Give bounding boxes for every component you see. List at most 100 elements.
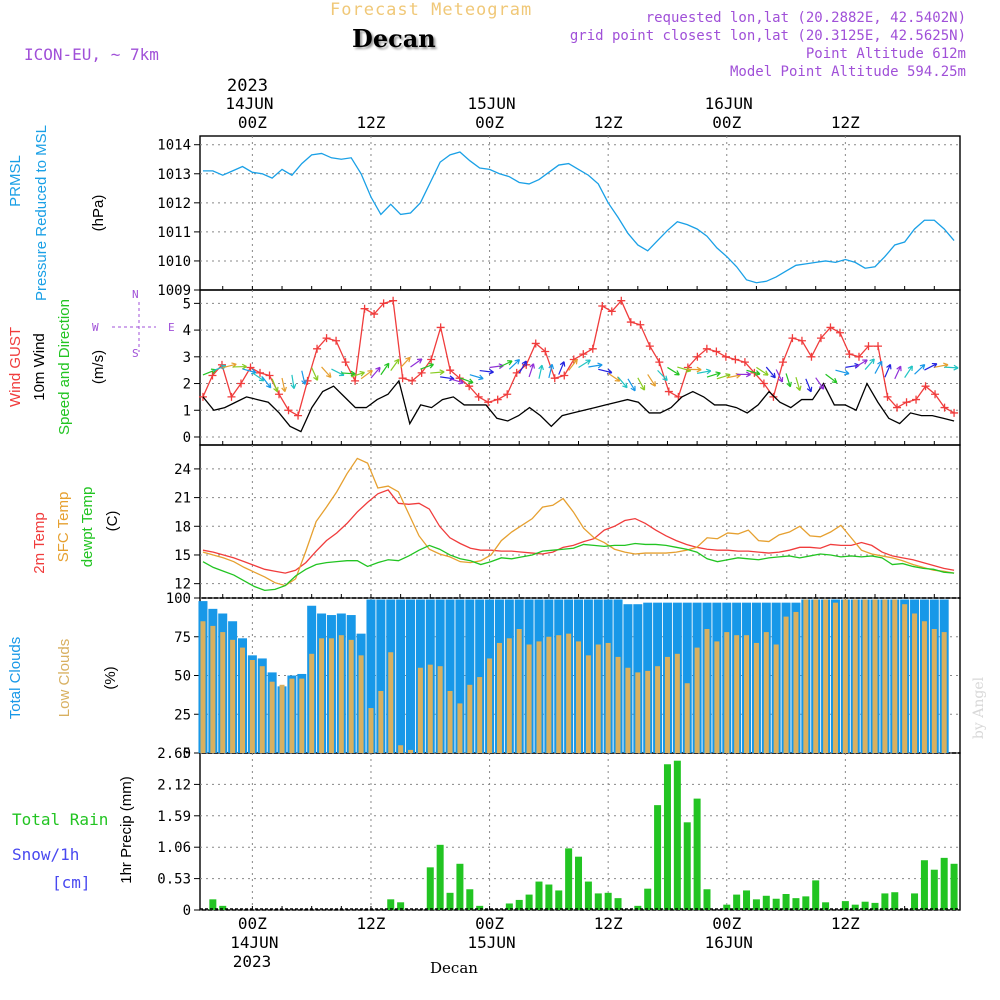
- wind-direction-arrow: [290, 374, 297, 390]
- low-clouds-label: Low Clouds: [56, 639, 73, 717]
- wind-gust-marker: [541, 347, 550, 356]
- total-cloud-bar: [445, 599, 455, 753]
- rain-bar: [446, 892, 454, 910]
- chart-title: Forecast Meteogram: [330, 0, 533, 20]
- rain-bar: [772, 898, 780, 910]
- wind-gust-line: [202, 299, 955, 417]
- low-cloud-bar: [210, 625, 216, 753]
- wind-gust-marker: [436, 323, 445, 332]
- rain-bar: [683, 822, 691, 910]
- wind-gust-marker: [370, 310, 379, 319]
- wind-direction-arrow: [904, 365, 913, 378]
- top-hour-label: 12Z: [594, 113, 623, 132]
- bottom-date-label: 14JUN: [230, 933, 278, 952]
- wind-gust-marker: [835, 328, 844, 337]
- wind-gust-marker: [788, 334, 797, 343]
- rain-bar: [387, 899, 395, 910]
- wind-direction-arrow: [410, 358, 423, 368]
- wind-gust-marker: [275, 390, 284, 399]
- wind-gust-marker: [446, 366, 455, 375]
- low-cloud-bar: [832, 602, 838, 753]
- rain-bar: [881, 893, 889, 910]
- rain-bar: [209, 899, 217, 910]
- low-cloud-bar: [882, 599, 888, 753]
- wind-gust-marker: [854, 352, 863, 361]
- low-cloud-bar: [763, 632, 769, 753]
- rain-bar: [920, 860, 928, 910]
- wind-gust-marker: [912, 395, 921, 404]
- wind-direction-arrow: [874, 360, 883, 374]
- wind-direction-arrow: [647, 374, 656, 387]
- low-cloud-bar: [605, 642, 611, 753]
- low-cloud-bar: [526, 644, 532, 753]
- rain-bar: [752, 899, 760, 910]
- rain-bar: [565, 848, 573, 910]
- precip-unit-label: 1hr Precip (mm): [118, 776, 135, 884]
- wind-gust-marker: [636, 320, 645, 329]
- bottom-date-label: 15JUN: [467, 933, 515, 952]
- low-cloud-bar: [398, 745, 404, 753]
- compass-rose: [112, 302, 156, 352]
- y-tick-label: 2.65: [157, 746, 191, 762]
- wind-direction-arrow: [815, 377, 825, 390]
- wind-gust-marker: [208, 371, 217, 380]
- low-cloud-bar: [239, 647, 245, 753]
- rain-bar: [545, 884, 553, 910]
- low-cloud-bar: [615, 656, 621, 753]
- low-cloud-bar: [506, 638, 512, 753]
- bottom-hour-label: 00Z: [712, 914, 741, 933]
- wind-gust-marker: [474, 392, 483, 401]
- snow-label: Snow/1h: [12, 845, 79, 864]
- low-cloud-bar: [704, 629, 710, 753]
- low-cloud-bar: [842, 599, 848, 753]
- low-cloud-bar: [319, 638, 325, 753]
- top-date-label: 14JUN: [225, 94, 273, 113]
- low-cloud-bar: [892, 599, 898, 753]
- wind-gust-marker: [797, 336, 806, 345]
- low-cloud-bar: [674, 653, 680, 753]
- bottom-hour-label: 12Z: [357, 914, 386, 933]
- wind-gust-marker: [265, 371, 274, 380]
- wind-direction-arrow: [736, 371, 751, 378]
- rain-bar: [841, 901, 849, 910]
- y-tick-label: 1012: [157, 196, 191, 212]
- low-cloud-bar: [783, 616, 789, 753]
- total-clouds-label: Total Clouds: [7, 637, 24, 720]
- wind-gust-marker: [246, 363, 255, 372]
- wind-speed-line: [202, 379, 955, 433]
- low-cloud-bar: [744, 635, 750, 753]
- requested-coordinates: requested lon,lat (20.2882E, 42.5402N): [645, 10, 966, 26]
- low-cloud-bar: [773, 644, 779, 753]
- low-cloud-bar: [249, 660, 255, 753]
- wind-direction-arrow: [351, 370, 365, 378]
- wind-gust-marker: [341, 358, 350, 367]
- wind-gust-marker: [740, 358, 749, 367]
- low-cloud-bar: [358, 655, 364, 753]
- low-cloud-bar: [625, 667, 631, 753]
- wind-gust-marker: [550, 374, 559, 383]
- y-tick-label: 0: [183, 746, 191, 762]
- model-point-altitude: Model Point Altitude 594.25m: [729, 64, 966, 80]
- low-cloud-bar: [734, 635, 740, 753]
- low-cloud-bar: [536, 641, 542, 753]
- y-tick-label: 75: [174, 630, 191, 646]
- wind-gust-marker: [702, 344, 711, 353]
- wind-direction-arrow: [617, 376, 628, 389]
- wind-direction-arrow: [598, 368, 613, 375]
- wind-gust-marker: [617, 296, 626, 305]
- wind-direction-arrow: [785, 373, 792, 388]
- wind-direction-arrow: [469, 374, 484, 381]
- low-cloud-bar: [487, 658, 493, 753]
- total-cloud-bar: [406, 599, 416, 753]
- bottom-hour-label: 12Z: [594, 914, 623, 933]
- wind-direction-arrow: [657, 369, 668, 382]
- y-tick-label: 0: [183, 430, 191, 446]
- y-tick-label: 2.12: [157, 777, 191, 793]
- temp-dewpt-line: [202, 542, 955, 592]
- wind-direction-arrow: [261, 376, 272, 389]
- clouds-unit-label: (%): [102, 666, 119, 689]
- bottom-year-label: 2023: [233, 952, 272, 971]
- wind-gust-marker: [778, 358, 787, 367]
- wind-gust-marker: [950, 408, 959, 417]
- rain-bar: [614, 898, 622, 910]
